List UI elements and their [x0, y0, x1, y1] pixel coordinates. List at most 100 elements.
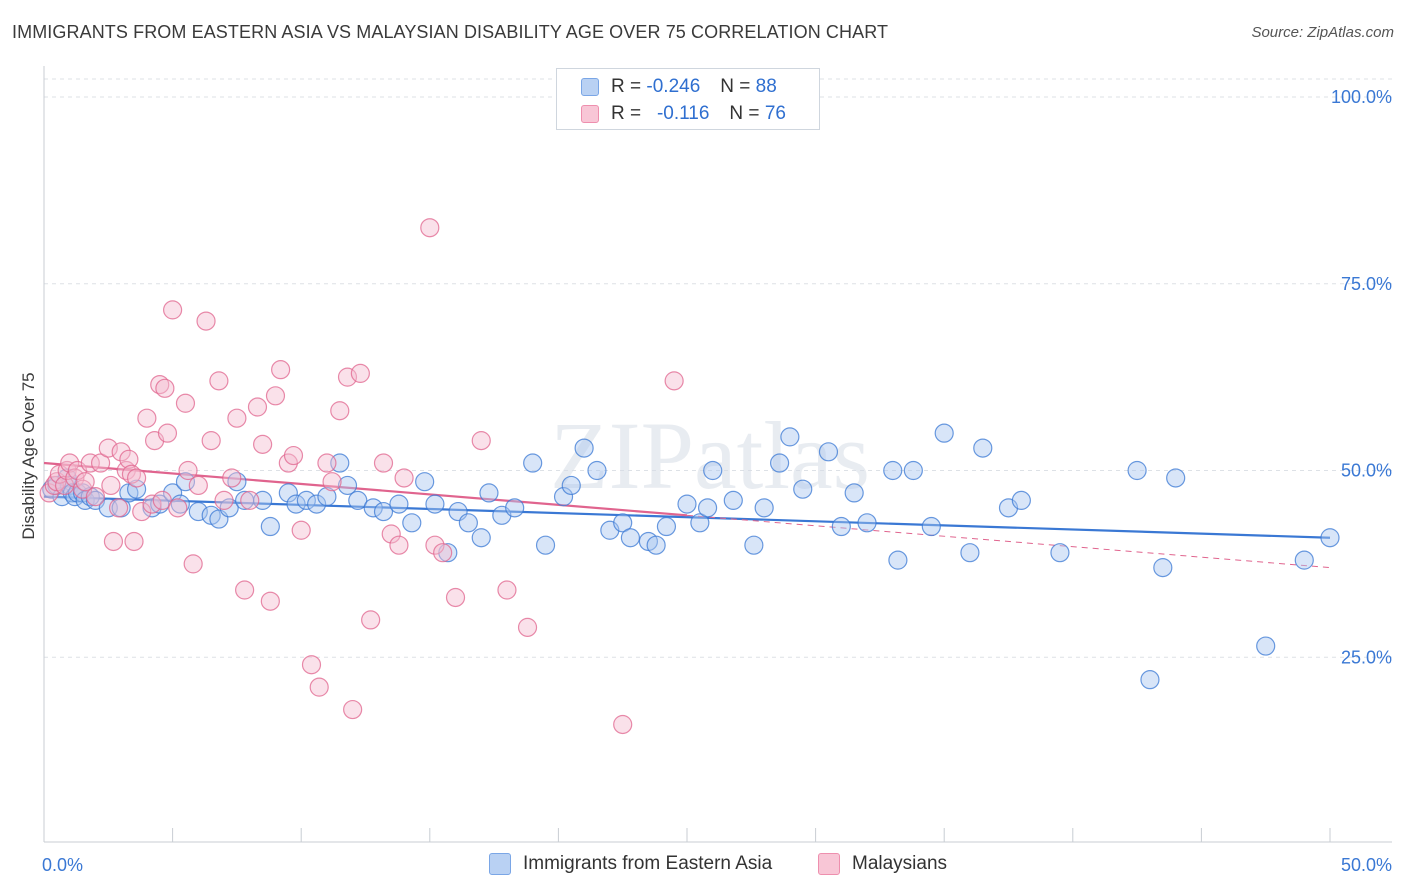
point-eastern-asia — [973, 438, 993, 458]
legend-n-value: 76 — [764, 103, 786, 124]
point-eastern-asia — [1166, 468, 1186, 488]
point-malaysians — [137, 408, 157, 428]
point-eastern-asia — [620, 528, 641, 548]
point-malaysians — [90, 453, 111, 473]
point-eastern-asia — [677, 494, 697, 514]
legend-r-value: -0.246 — [646, 76, 701, 97]
y-tick-label: 25.0% — [1341, 647, 1392, 667]
point-malaysians — [188, 475, 208, 496]
chart-title: IMMIGRANTS FROM EASTERN ASIA VS MALAYSIA… — [12, 22, 889, 42]
tick-labels: 100.0% 75.0% 50.0% 25.0% 0.0% 50.0% — [42, 87, 1392, 875]
point-eastern-asia — [934, 423, 954, 443]
gridlines — [44, 78, 1392, 658]
bottom-legend-label: Malaysians — [852, 853, 948, 874]
point-eastern-asia — [754, 498, 774, 518]
y-tick-label: 100.0% — [1331, 87, 1392, 107]
point-malaysians — [425, 535, 445, 555]
point-malaysians — [183, 554, 203, 574]
trend-line-malaysians-extension — [686, 514, 1331, 569]
point-eastern-asia — [1294, 550, 1314, 570]
point-malaysians — [433, 543, 453, 563]
point-malaysians — [283, 445, 304, 466]
point-eastern-asia — [227, 472, 247, 492]
point-malaysians — [196, 311, 216, 331]
point-malaysians — [119, 449, 139, 469]
point-malaysians — [209, 371, 229, 391]
point-eastern-asia — [903, 460, 923, 481]
bottom-legend-eastern-asia: Immigrants from Eastern Asia — [489, 852, 772, 876]
point-eastern-asia — [479, 483, 499, 503]
point-malaysians — [317, 453, 337, 473]
point-malaysians — [121, 464, 142, 484]
point-malaysians — [178, 460, 198, 481]
point-eastern-asia — [523, 453, 543, 473]
point-eastern-asia — [723, 490, 743, 510]
point-malaysians — [65, 468, 85, 488]
point-eastern-asia — [613, 513, 633, 533]
point-malaysians — [155, 378, 175, 398]
watermark: ZIPatlas — [550, 402, 870, 509]
legend-n-label: N = — [720, 76, 751, 97]
point-eastern-asia — [646, 535, 666, 555]
point-malaysians — [343, 699, 363, 720]
point-eastern-asia — [1256, 636, 1276, 656]
legend-row-eastern-asia: R = -0.246 N = 88 — [581, 76, 777, 98]
point-eastern-asia — [1050, 543, 1070, 563]
point-malaysians — [517, 617, 538, 637]
legend-swatch-malaysians — [581, 105, 599, 123]
point-malaysians — [116, 460, 136, 481]
y-tick-label: 50.0% — [1341, 461, 1392, 481]
point-eastern-asia — [337, 475, 358, 496]
bottom-legend-label: Immigrants from Eastern Asia — [523, 853, 773, 874]
point-malaysians — [101, 475, 121, 496]
bottom-legend-swatch — [489, 853, 511, 875]
point-malaysians — [247, 397, 268, 417]
point-eastern-asia — [348, 490, 368, 510]
point-malaysians — [350, 363, 370, 383]
y-tick-label: 75.0% — [1341, 274, 1392, 294]
point-eastern-asia — [296, 490, 316, 510]
point-malaysians — [150, 374, 170, 395]
point-malaysians — [214, 490, 234, 510]
point-eastern-asia — [561, 475, 581, 496]
x-tick-label: 0.0% — [42, 855, 83, 875]
point-eastern-asia — [921, 516, 941, 537]
point-malaysians — [664, 371, 684, 391]
point-malaysians — [361, 610, 381, 630]
point-malaysians — [111, 442, 131, 462]
point-eastern-asia — [75, 490, 95, 510]
point-malaysians — [337, 367, 358, 387]
point-malaysians — [260, 591, 280, 611]
point-malaysians — [103, 531, 124, 552]
point-eastern-asia — [535, 535, 556, 555]
point-eastern-asia — [744, 535, 764, 555]
trend-line-malaysians — [43, 461, 688, 517]
point-eastern-asia — [1320, 528, 1340, 548]
point-eastern-asia — [425, 494, 445, 514]
point-eastern-asia — [574, 438, 594, 458]
legend-swatch-eastern-asia — [581, 78, 599, 96]
point-eastern-asia — [888, 550, 908, 570]
point-malaysians — [152, 490, 172, 510]
point-eastern-asia — [307, 494, 327, 514]
point-malaysians — [235, 580, 255, 600]
y-axis-label: Disability Age Over 75 — [19, 372, 38, 539]
point-malaysians — [253, 434, 273, 454]
point-eastern-asia — [780, 427, 800, 447]
point-malaysians — [271, 360, 291, 380]
point-malaysians — [265, 386, 286, 406]
point-malaysians — [330, 401, 350, 421]
point-eastern-asia — [415, 472, 435, 492]
point-malaysians — [309, 677, 329, 697]
point-malaysians — [126, 468, 147, 488]
legend-r-label: R = — [611, 76, 642, 97]
point-eastern-asia — [188, 501, 208, 522]
point-malaysians — [108, 498, 129, 518]
point-malaysians — [57, 460, 77, 481]
point-eastern-asia — [1011, 490, 1031, 510]
point-malaysians — [420, 218, 440, 238]
point-malaysians — [175, 393, 196, 413]
point-eastern-asia — [697, 498, 718, 518]
point-eastern-asia — [175, 472, 196, 492]
bottom-legend-malaysians: Malaysians — [818, 852, 947, 876]
